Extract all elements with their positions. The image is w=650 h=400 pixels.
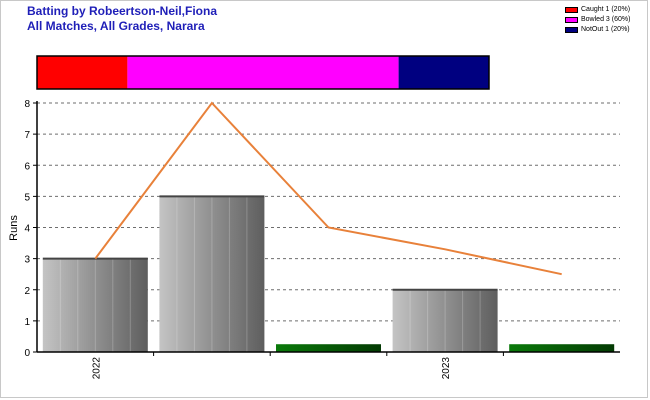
dismissal-segment-notout xyxy=(398,56,489,89)
runs-bar-2 xyxy=(159,196,265,352)
legend-label-caught: Caught 1 (20%) xyxy=(581,6,631,13)
dismissal-bar-outline xyxy=(36,55,490,90)
runs-line xyxy=(94,101,562,276)
legend-swatch-caught xyxy=(565,7,578,13)
y-tick-label-0: 0 xyxy=(24,348,30,359)
runs-line-path xyxy=(94,101,562,276)
y-tick-label-1: 1 xyxy=(24,317,30,328)
runs-bar-1 xyxy=(42,258,148,352)
y-tick-label-3: 3 xyxy=(24,255,30,266)
legend-item-notout: NotOut 1 (20%) xyxy=(565,25,630,35)
legend: Caught 1 (20%) Bowled 3 (60%) NotOut 1 (… xyxy=(565,5,630,35)
title-line-2: All Matches, All Grades, Narara xyxy=(27,19,205,33)
legend-label-notout: NotOut 1 (20%) xyxy=(581,26,630,33)
axes: 0 1 2 3 4 5 6 7 8 2022 2023 xyxy=(24,99,620,379)
notout-bar-3 xyxy=(276,344,381,352)
legend-label-bowled: Bowled 3 (60%) xyxy=(581,16,631,23)
y-tick-label-2: 2 xyxy=(24,286,30,297)
x-tick-label-2023: 2023 xyxy=(441,357,452,380)
y-tick-label-7: 7 xyxy=(24,130,30,141)
y-tick-label-6: 6 xyxy=(24,161,30,172)
notout-bar-5 xyxy=(509,344,615,352)
dismissal-bar xyxy=(36,55,490,90)
chart-title: Batting by Robeertson-Neil,Fiona All Mat… xyxy=(27,4,217,34)
y-tick-label-5: 5 xyxy=(24,192,30,203)
legend-item-bowled: Bowled 3 (60%) xyxy=(565,15,630,25)
legend-swatch-notout xyxy=(565,27,578,33)
legend-swatch-bowled xyxy=(565,17,578,23)
x-tick-label-2022: 2022 xyxy=(91,357,102,380)
legend-item-caught: Caught 1 (20%) xyxy=(565,5,630,15)
title-line-1: Batting by Robeertson-Neil,Fiona xyxy=(27,4,218,18)
y-tick-label-4: 4 xyxy=(24,224,30,235)
y-tick-label-8: 8 xyxy=(24,99,30,110)
dismissal-segment-caught xyxy=(37,56,128,89)
y-axis-label: Runs xyxy=(8,215,20,241)
innings-bars xyxy=(42,195,615,352)
dismissal-segment-bowled xyxy=(127,56,399,89)
runs-bar-4 xyxy=(392,289,498,352)
